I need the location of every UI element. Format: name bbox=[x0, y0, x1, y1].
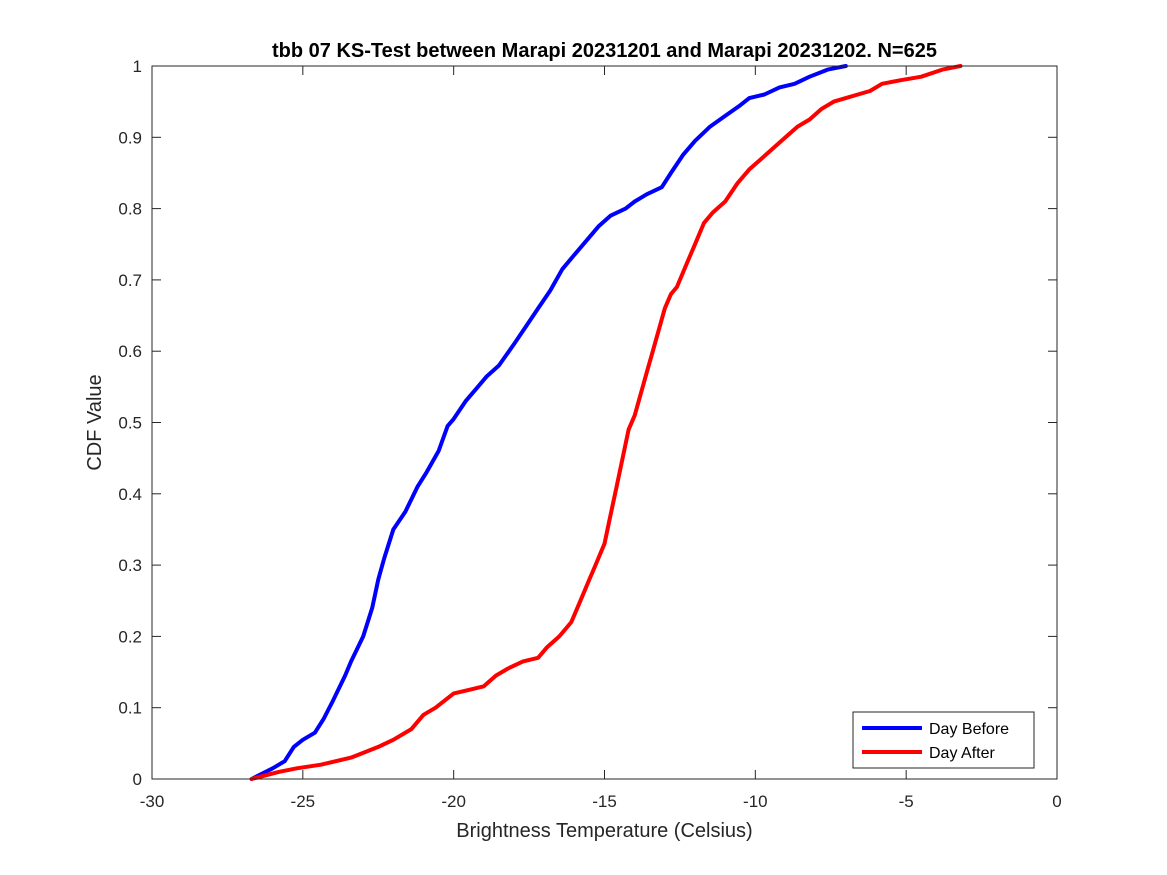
y-tick-label: 0.1 bbox=[118, 699, 142, 718]
y-tick-label: 0 bbox=[133, 770, 142, 789]
y-axis-label: CDF Value bbox=[84, 374, 106, 470]
y-tick-label: 0.3 bbox=[118, 556, 142, 575]
x-axis-label: Brightness Temperature (Celsius) bbox=[456, 820, 752, 842]
y-tick-label: 0.4 bbox=[118, 485, 142, 504]
x-tick-label: -10 bbox=[743, 792, 768, 811]
x-tick-label: -20 bbox=[441, 792, 466, 811]
y-tick-label: 0.8 bbox=[118, 200, 142, 219]
y-tick-label: 0.6 bbox=[118, 342, 142, 361]
legend-box bbox=[852, 711, 1035, 769]
x-tick-label: -15 bbox=[592, 792, 617, 811]
chart-title: tbb 07 KS-Test between Marapi 20231201 a… bbox=[272, 40, 937, 62]
y-tick-label: 0.2 bbox=[118, 627, 142, 646]
y-tick-label: 0.9 bbox=[118, 128, 142, 147]
legend-label-day-before: Day Before bbox=[929, 721, 1009, 738]
legend-label-day-after: Day After bbox=[929, 745, 995, 762]
y-tick-label: 0.7 bbox=[118, 271, 142, 290]
series-line-day-before bbox=[249, 64, 848, 781]
x-tick-label: 0 bbox=[1052, 792, 1061, 811]
x-tick-label: -25 bbox=[291, 792, 316, 811]
ticks-layer: -30 -25 -20 -15 -10 -5 0 0 0.1 0.2 0.3 0.4 0.5 0.6 0.7… bbox=[118, 57, 1061, 811]
series-line-day-after bbox=[249, 64, 963, 781]
x-tick-label: -5 bbox=[899, 792, 914, 811]
y-tick-label: 1 bbox=[133, 57, 142, 76]
y-tick-label: 0.5 bbox=[118, 414, 142, 433]
plot-layer bbox=[249, 64, 963, 781]
plot-area-frame bbox=[151, 65, 1058, 780]
plot-area-background bbox=[152, 66, 1057, 779]
legend: Day Before Day After bbox=[852, 711, 1035, 769]
x-tick-label: -30 bbox=[140, 792, 165, 811]
